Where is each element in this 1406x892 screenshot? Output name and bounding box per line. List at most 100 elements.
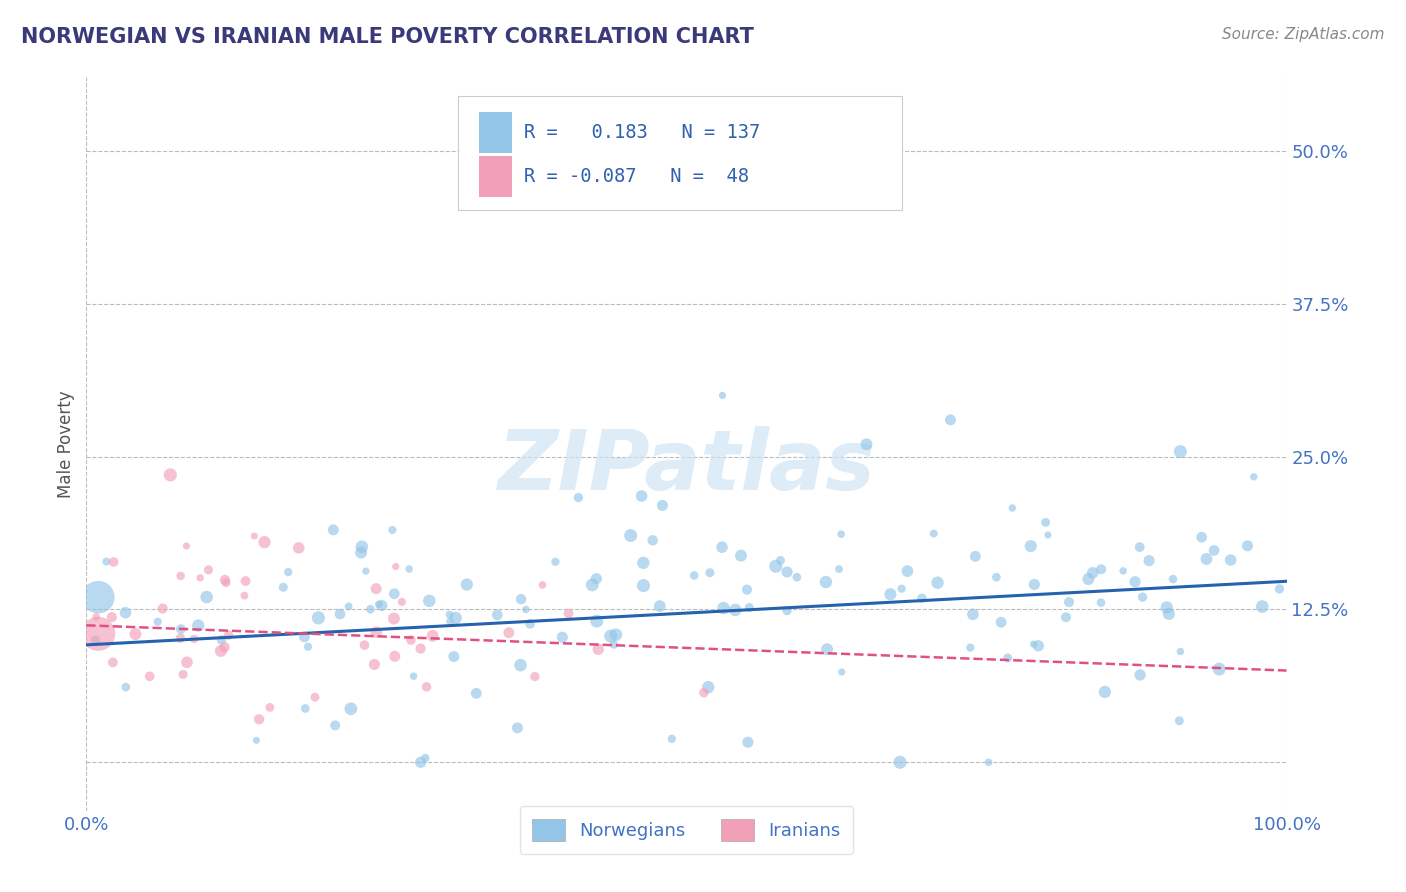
Point	[409, 641, 432, 656]
Point	[620, 528, 643, 542]
Point	[977, 756, 1000, 770]
Point	[384, 559, 406, 574]
Point	[523, 669, 546, 683]
Point	[641, 533, 664, 548]
Point	[103, 555, 125, 569]
Point	[382, 611, 405, 625]
Point	[776, 604, 799, 618]
Point	[1022, 637, 1045, 651]
Point	[84, 633, 107, 648]
Bar	[479, 112, 512, 153]
Point	[381, 523, 404, 537]
Text: R =   0.183   N = 137: R = 0.183 N = 137	[524, 123, 761, 142]
Point	[350, 540, 373, 554]
Point	[323, 718, 346, 732]
Point	[197, 563, 219, 577]
Point	[911, 591, 934, 606]
Point	[697, 680, 720, 694]
Point	[172, 667, 194, 681]
Point	[1057, 595, 1080, 609]
Point	[413, 751, 436, 765]
FancyBboxPatch shape	[458, 95, 903, 210]
Point	[159, 467, 181, 482]
Text: Source: ZipAtlas.com: Source: ZipAtlas.com	[1222, 27, 1385, 42]
Point	[353, 638, 375, 652]
Point	[253, 535, 276, 549]
Point	[765, 559, 787, 574]
Point	[531, 578, 554, 592]
Point	[962, 607, 984, 622]
Point	[1251, 599, 1274, 614]
Point	[188, 571, 211, 585]
Point	[354, 564, 377, 578]
Point	[1090, 562, 1112, 576]
Point	[990, 615, 1012, 630]
Point	[176, 539, 198, 553]
Point	[368, 598, 391, 612]
Point	[439, 615, 461, 629]
Point	[1236, 539, 1258, 553]
Point	[1090, 596, 1112, 610]
Point	[683, 568, 706, 582]
Point	[294, 630, 316, 644]
Point	[965, 549, 987, 564]
Point	[439, 607, 461, 622]
Point	[648, 599, 671, 613]
Point	[399, 632, 422, 647]
Point	[633, 556, 655, 570]
Point	[1129, 540, 1152, 554]
Point	[1129, 668, 1152, 682]
Point	[1077, 572, 1099, 586]
Point	[711, 388, 734, 402]
Point	[146, 615, 169, 629]
Point	[1137, 554, 1160, 568]
Point	[247, 712, 270, 726]
Point	[233, 589, 256, 603]
Point	[398, 562, 420, 576]
Point	[1202, 543, 1225, 558]
Point	[170, 622, 193, 636]
Point	[515, 602, 537, 616]
Point	[96, 555, 118, 569]
Text: R = -0.087   N =  48: R = -0.087 N = 48	[524, 167, 749, 186]
Point	[409, 756, 432, 770]
Point	[169, 569, 191, 583]
Point	[830, 527, 852, 541]
Point	[1081, 566, 1104, 580]
Point	[997, 651, 1019, 665]
Point	[1219, 553, 1241, 567]
Point	[585, 614, 607, 628]
Point	[124, 627, 146, 641]
Point	[769, 553, 792, 567]
Point	[814, 575, 837, 590]
Point	[603, 638, 626, 652]
Point	[304, 690, 326, 705]
Point	[443, 649, 465, 664]
Point	[363, 657, 385, 672]
Point	[581, 578, 603, 592]
Point	[1123, 574, 1146, 589]
Point	[889, 756, 911, 770]
Point	[1208, 662, 1230, 676]
Point	[551, 630, 574, 644]
Point	[509, 658, 531, 673]
Point	[651, 499, 673, 513]
Point	[544, 555, 567, 569]
Point	[510, 592, 533, 607]
Point	[1019, 539, 1042, 553]
Point	[195, 590, 218, 604]
Point	[277, 565, 299, 579]
Point	[661, 731, 683, 746]
Point	[711, 540, 734, 554]
Point	[1036, 528, 1059, 542]
Point	[738, 600, 761, 615]
Point	[415, 680, 437, 694]
Point	[879, 587, 901, 601]
Point	[506, 721, 529, 735]
Point	[359, 602, 381, 616]
Point	[297, 640, 319, 654]
Point	[402, 669, 425, 683]
Point	[366, 582, 388, 596]
Point	[1132, 590, 1154, 604]
Point	[586, 642, 609, 657]
